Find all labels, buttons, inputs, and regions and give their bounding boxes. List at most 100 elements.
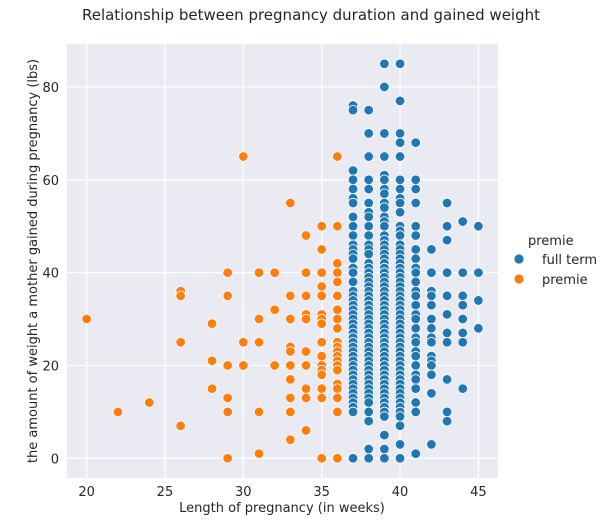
data-point-full-term — [347, 183, 359, 195]
legend: premie full term premie — [513, 234, 597, 288]
data-point-premie — [238, 337, 249, 348]
data-point-premie — [332, 313, 343, 325]
data-point-premie — [175, 337, 186, 348]
data-point-premie — [253, 267, 265, 278]
data-point-full-term — [347, 104, 359, 116]
data-point-full-term — [473, 295, 484, 306]
data-point-premie — [285, 392, 296, 404]
data-point-full-term — [441, 309, 453, 320]
data-point-full-term — [379, 174, 390, 185]
data-point-full-term — [347, 267, 359, 278]
data-point-premie — [285, 360, 296, 371]
data-point-full-term — [394, 439, 406, 450]
data-point-full-term — [347, 276, 359, 288]
data-point-full-term — [363, 443, 374, 455]
legend-marker-premie — [513, 273, 525, 285]
y-tick-label: 40 — [42, 267, 59, 282]
data-point-full-term — [363, 174, 374, 185]
data-point-premie — [285, 197, 296, 209]
data-point-full-term — [473, 323, 484, 334]
data-point-premie — [332, 383, 343, 394]
data-point-full-term — [347, 211, 359, 223]
chart-title: Relationship between pregnancy duration … — [82, 6, 540, 24]
data-point-full-term — [426, 244, 437, 255]
data-point-full-term — [363, 220, 374, 232]
data-point-premie — [316, 318, 327, 329]
data-point-premie — [222, 453, 233, 464]
data-point-premie — [253, 337, 265, 348]
y-tick-label: 80 — [42, 81, 59, 96]
data-point-full-term — [410, 374, 421, 385]
data-point-premie — [332, 220, 343, 232]
data-point-premie — [300, 360, 312, 371]
data-point-premie — [316, 220, 327, 232]
data-point-premie — [332, 323, 343, 334]
data-point-full-term — [379, 453, 390, 464]
data-point-full-term — [457, 337, 468, 348]
data-point-premie — [253, 313, 265, 325]
data-point-full-term — [379, 151, 390, 162]
data-point-full-term — [457, 313, 468, 325]
data-point-full-term — [347, 230, 359, 241]
data-point-full-term — [410, 360, 421, 371]
y-tick-label: 60 — [42, 174, 59, 189]
data-point-full-term — [410, 230, 421, 241]
data-point-premie — [144, 397, 155, 408]
data-point-premie — [316, 392, 327, 404]
data-point-full-term — [410, 174, 421, 185]
data-point-premie — [316, 453, 327, 464]
x-tick-label: 40 — [392, 485, 409, 500]
data-point-premie — [332, 276, 343, 288]
data-point-full-term — [363, 406, 374, 418]
data-point-full-term — [363, 230, 374, 241]
data-point-full-term — [441, 374, 453, 385]
legend-marker-full-term — [513, 253, 525, 265]
x-tick-label: 35 — [313, 485, 330, 500]
data-point-full-term — [347, 165, 359, 176]
data-point-premie — [300, 392, 312, 404]
data-point-full-term — [363, 104, 374, 116]
data-point-premie — [222, 360, 233, 371]
data-point-full-term — [394, 174, 406, 185]
data-point-premie — [206, 383, 218, 394]
data-point-premie — [300, 346, 312, 357]
data-point-full-term — [441, 406, 453, 418]
data-point-premie — [300, 290, 312, 302]
data-point-full-term — [379, 411, 390, 422]
data-point-premie — [269, 360, 280, 371]
data-point-full-term — [410, 313, 421, 325]
data-point-premie — [206, 318, 218, 329]
data-point-premie — [300, 230, 312, 241]
x-axis-label: Length of pregnancy (in weeks) — [179, 501, 385, 516]
data-point-full-term — [363, 128, 374, 139]
data-point-full-term — [426, 439, 437, 450]
data-point-full-term — [363, 453, 374, 464]
data-point-premie — [332, 392, 343, 404]
data-point-full-term — [426, 388, 437, 399]
data-point-full-term — [379, 220, 390, 232]
y-tick-label: 20 — [42, 359, 59, 374]
data-point-full-term — [457, 299, 468, 311]
legend-title: premie — [528, 234, 574, 249]
data-point-full-term — [457, 383, 468, 394]
data-point-premie — [81, 313, 92, 325]
data-point-full-term — [441, 290, 453, 302]
data-point-premie — [332, 258, 343, 269]
x-tick-label: 45 — [470, 485, 487, 500]
data-point-full-term — [363, 183, 374, 195]
data-point-premie — [238, 151, 249, 162]
data-point-full-term — [363, 197, 374, 209]
data-point-premie — [253, 448, 265, 459]
data-point-full-term — [441, 267, 453, 278]
data-point-premie — [285, 406, 296, 418]
data-point-premie — [332, 406, 343, 418]
data-point-full-term — [457, 216, 468, 227]
data-point-full-term — [410, 290, 421, 302]
data-point-full-term — [347, 220, 359, 232]
data-point-full-term — [441, 327, 453, 339]
data-point-full-term — [347, 174, 359, 185]
data-point-full-term — [379, 58, 390, 69]
data-points — [81, 58, 484, 464]
data-point-full-term — [394, 58, 406, 69]
